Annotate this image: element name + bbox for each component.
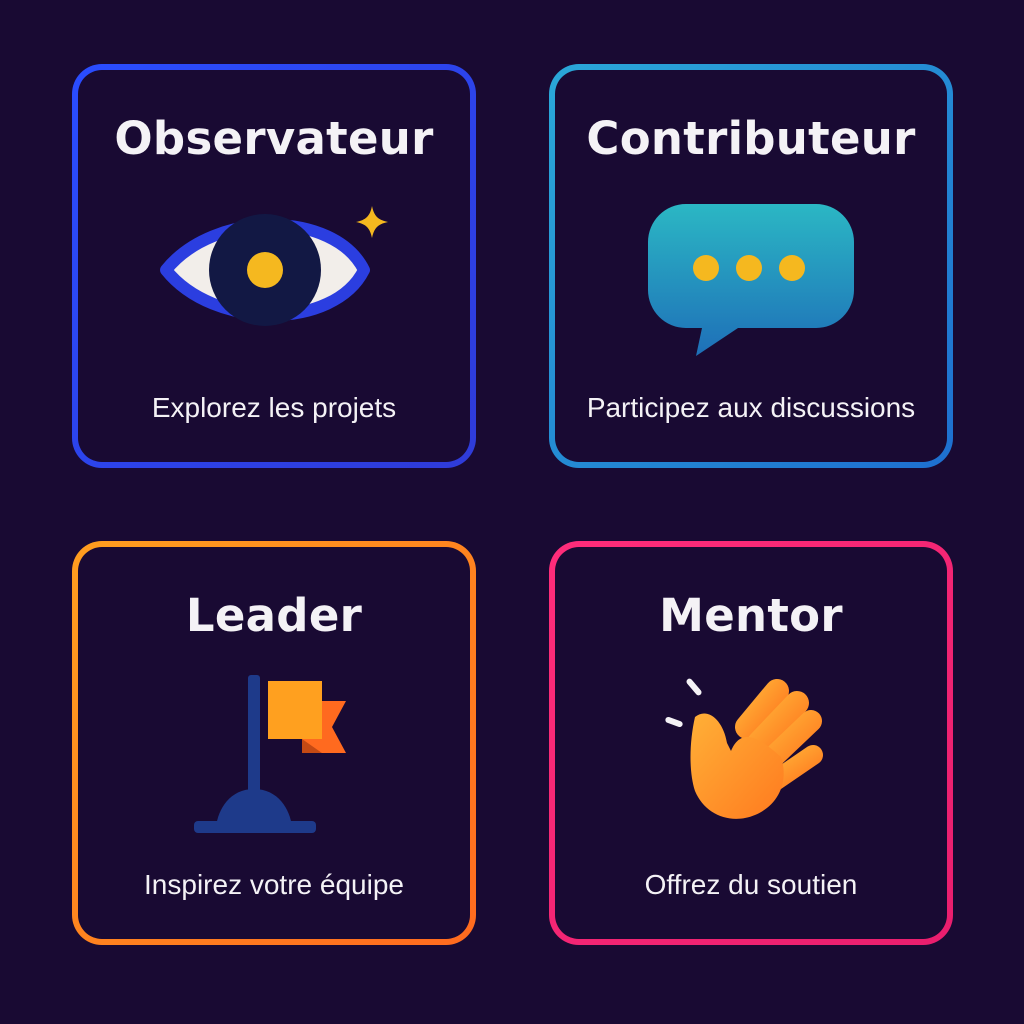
card-mentor-body: Mentor Offrez du soutien xyxy=(555,547,947,939)
card-leader-body: Leader Inspirez votre équipe xyxy=(78,547,470,939)
card-title: Leader xyxy=(185,589,363,642)
card-subtitle: Participez aux discussions xyxy=(586,392,916,423)
card-subtitle: Offrez du soutien xyxy=(644,869,858,900)
sparkle-icon xyxy=(356,206,388,238)
card-observateur[interactable]: Observateur Explorez les projets xyxy=(72,64,476,468)
motion-line xyxy=(665,716,683,728)
card-contributeur-body: Contributeur Participez aux discussions xyxy=(555,70,947,462)
card-subtitle: Explorez les projets xyxy=(151,392,397,423)
card-title: Contributeur xyxy=(586,112,916,165)
card-observateur-body: Observateur Explorez les projets xyxy=(78,70,470,462)
card-title: Observateur xyxy=(114,112,434,165)
card-title: Mentor xyxy=(659,589,843,642)
eye-icon xyxy=(160,206,388,326)
flag-icon xyxy=(194,675,346,833)
card-subtitle: Inspirez votre équipe xyxy=(144,869,404,900)
chat-bubble-icon xyxy=(648,204,854,356)
card-mentor[interactable]: Mentor Offrez du soutien xyxy=(549,541,953,945)
waving-hand-icon xyxy=(665,678,823,819)
card-leader[interactable]: Leader Inspirez votre équipe xyxy=(72,541,476,945)
motion-line xyxy=(686,678,702,696)
card-contributeur[interactable]: Contributeur Participez aux discussions xyxy=(549,64,953,468)
